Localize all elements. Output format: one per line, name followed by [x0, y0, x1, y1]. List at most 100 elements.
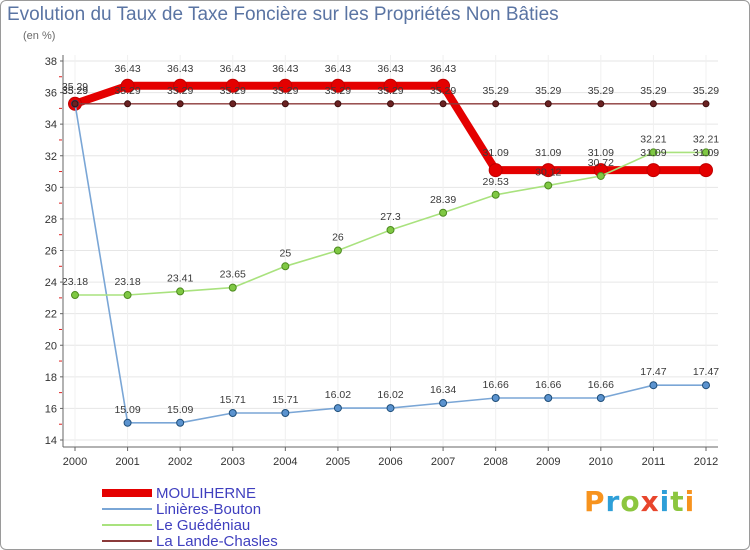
- la-lande-chasles-point: [124, 100, 132, 108]
- le-guedeniau-point: [439, 208, 448, 217]
- y-tick-label: 26: [45, 246, 57, 258]
- legend-label-la-lande-chasles: La Lande-Chasles: [156, 533, 278, 549]
- legend-label-linieres-bouton: Linières-Bouton: [156, 501, 261, 518]
- mouliherne-value-label: 36.43: [430, 63, 456, 75]
- y-tick-label: 30: [45, 182, 57, 194]
- le-guedeniau-point: [123, 291, 132, 300]
- x-tick-label: 2004: [273, 456, 297, 468]
- linieres-bouton-value-label: 17.47: [693, 366, 719, 378]
- linieres-bouton-value-label: 16.66: [535, 379, 561, 391]
- y-tick-label: 36: [45, 88, 57, 100]
- mouliherne-value-label: 31.09: [693, 147, 719, 159]
- mouliherne-point: [541, 163, 556, 178]
- linieres-bouton-point: [491, 393, 500, 402]
- le-guedeniau-point: [649, 148, 658, 157]
- la-lande-chasles-point: [334, 100, 342, 108]
- le-guedeniau-value-label: 30.12: [535, 166, 561, 178]
- mouliherne-value-label: 36.43: [272, 63, 298, 75]
- la-lande-chasles-point: [702, 100, 710, 108]
- le-guedeniau-value-label: 29.53: [483, 176, 509, 188]
- linieres-bouton-value-label: 16.66: [588, 379, 614, 391]
- linieres-bouton-value-label: 15.71: [220, 394, 246, 406]
- x-tick-label: 2003: [221, 456, 245, 468]
- le-guedeniau-value-label: 28.39: [430, 194, 456, 206]
- la-lande-chasles-point: [439, 100, 447, 108]
- la-lande-chasles-point: [176, 100, 184, 108]
- x-tick-label: 2007: [431, 456, 455, 468]
- grid: [63, 55, 718, 447]
- x-tick-label: 2008: [483, 456, 507, 468]
- mouliherne-point: [646, 163, 661, 178]
- x-tick-label: 2005: [326, 456, 350, 468]
- linieres-bouton-point: [702, 381, 710, 390]
- legend: MOULIHERNE Linières-Bouton Le Guédéniau …: [102, 485, 278, 549]
- le-guedeniau-value-label: 27.3: [380, 211, 401, 223]
- la-lande-chasles-point: [281, 100, 289, 108]
- linieres-bouton-point: [596, 393, 605, 402]
- y-tick-label: 18: [45, 372, 57, 384]
- mouliherne-value-label: 36.43: [377, 63, 403, 75]
- logo-letter: P: [584, 485, 606, 518]
- linieres-bouton-point: [386, 404, 395, 413]
- y-tick-label: 24: [45, 277, 57, 289]
- la-lande-chasles-value-label: 35.29: [114, 85, 140, 97]
- mouliherne-point: [120, 78, 135, 93]
- linieres-bouton-point: [228, 408, 237, 417]
- mouliherne-value-label: 31.09: [535, 147, 561, 159]
- linieres-bouton-value-label: 16.02: [325, 389, 351, 401]
- x-tick-label: 2010: [589, 456, 613, 468]
- la-lande-chasles-value-label: 35.29: [588, 85, 614, 97]
- mouliherne-value-label: 31.09: [483, 147, 509, 159]
- la-lande-chasles-value-label: 35.29: [220, 85, 246, 97]
- axes: 14 16 18 20 22 24 26 28 30 32 34 36 38 2000 2001 2002 20…: [45, 55, 718, 468]
- le-guedeniau-value-label: 26: [332, 232, 344, 244]
- logo-letter: x: [640, 485, 660, 518]
- mouliherne-value-label: 36.43: [167, 63, 193, 75]
- data-labels: 35.29 36.43 36.43 36.43 36.43 36.43 36.43 36.43…: [62, 63, 719, 416]
- x-tick-label: 2006: [378, 456, 402, 468]
- le-guedeniau-point: [596, 171, 605, 180]
- mouliherne-point: [173, 78, 188, 93]
- la-lande-chasles-value-label: 35.29: [272, 85, 298, 97]
- le-guedeniau-point: [491, 190, 500, 199]
- le-guedeniau-value-label: 23.41: [167, 272, 193, 284]
- mouliherne-point: [436, 78, 451, 93]
- mouliherne-value-label: 36.43: [114, 63, 140, 75]
- la-lande-chasles-value-label: 35.29: [483, 85, 509, 97]
- le-guedeniau-value-label: 25: [279, 247, 291, 259]
- la-lande-chasles-point: [387, 100, 394, 108]
- linieres-bouton-point: [281, 408, 290, 417]
- la-lande-chasles-value-label: 35.29: [167, 85, 193, 97]
- le-guedeniau-value-label: 32.21: [640, 133, 666, 145]
- y-tick-label: 28: [45, 214, 57, 226]
- la-lande-chasles-value-label: 35.29: [325, 85, 351, 97]
- logo-letter: i: [684, 485, 696, 518]
- logo-letter: i: [659, 485, 671, 518]
- mouliherne-value-label: 36.43: [325, 63, 351, 75]
- linieres-bouton-value-label: 35.29: [62, 85, 88, 97]
- y-tick-label: 34: [45, 119, 57, 131]
- mouliherne-point: [278, 78, 293, 93]
- la-lande-chasles-point: [649, 100, 657, 108]
- le-guedeniau-point: [71, 291, 79, 300]
- mouliherne-point: [488, 163, 503, 178]
- mouliherne-point: [225, 78, 240, 93]
- mouliherne-value-label: 31.09: [640, 147, 666, 159]
- linieres-bouton-value-label: 16.34: [430, 384, 456, 396]
- le-guedeniau-point: [176, 287, 185, 296]
- mouliherne-point: [383, 78, 398, 93]
- le-guedeniau-value-label: 23.18: [114, 276, 140, 288]
- mouliherne-value-label: 36.43: [220, 63, 246, 75]
- mouliherne-value-label: 31.09: [588, 147, 614, 159]
- linieres-bouton-point: [649, 381, 658, 390]
- le-guedeniau-value-label: 32.21: [693, 133, 719, 145]
- linieres-bouton-point: [176, 418, 185, 427]
- la-lande-chasles-point: [492, 100, 500, 108]
- linieres-bouton-value-label: 15.09: [114, 404, 140, 416]
- chart-title: Evolution du Taux de Taxe Foncière sur l…: [7, 4, 559, 25]
- la-lande-chasles-value-label: 35.29: [693, 85, 719, 97]
- la-lande-chasles-point: [71, 100, 79, 108]
- linieres-bouton-value-label: 15.71: [272, 394, 298, 406]
- la-lande-chasles-point: [229, 100, 237, 108]
